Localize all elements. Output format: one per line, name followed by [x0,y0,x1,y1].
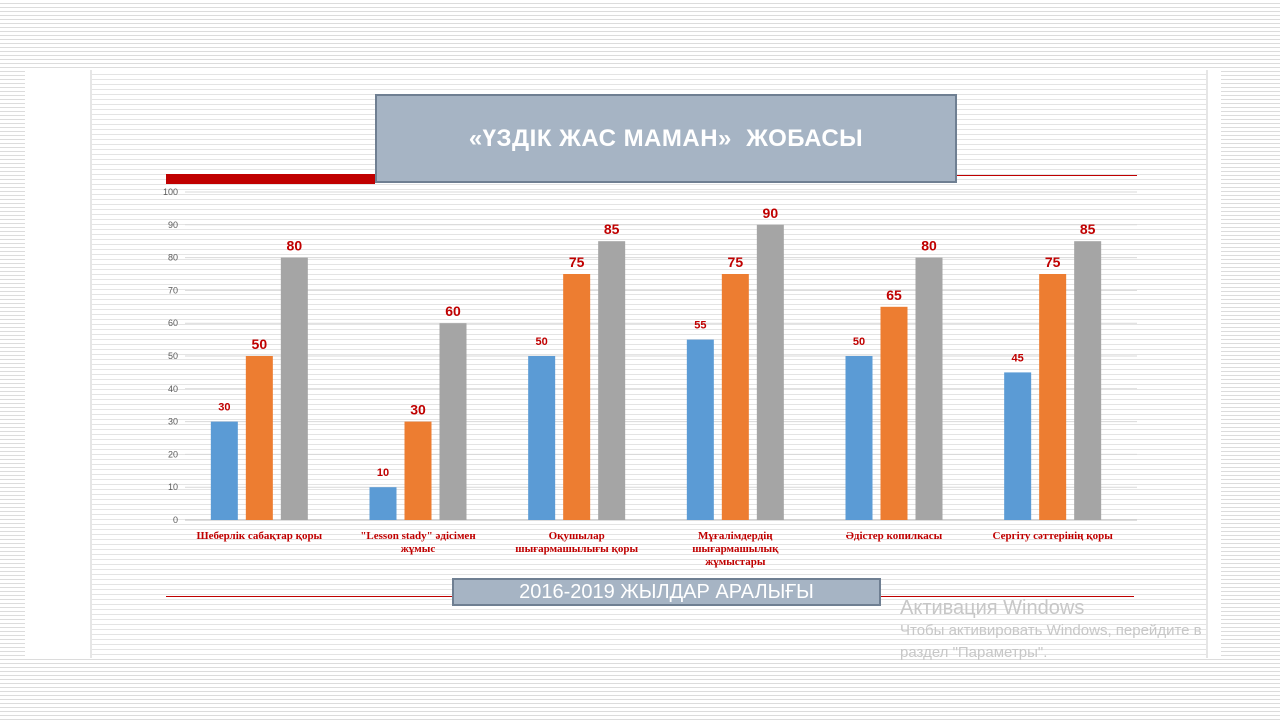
data-label: 50 [853,336,865,348]
bar [280,257,308,520]
category-label: "Lesson stady" әдісімен жұмыс [360,530,476,555]
y-tick-label: 50 [168,351,178,361]
windows-activation-watermark: Активация Windows Чтобы активировать Win… [900,596,1280,660]
category-label-line: жұмыс [401,543,436,555]
y-tick-label: 10 [168,482,178,492]
y-tick-label: 70 [168,285,178,295]
data-label: 80 [921,238,937,254]
data-label: 30 [218,402,230,414]
bar [845,356,873,520]
category-label: Оқушылар шығармашылығы қоры [515,530,638,555]
category-label: Мұғалімдердің шығармашылық жұмыстары [692,530,779,568]
bar [1074,241,1102,520]
chart-category-labels: Шеберлік сабақтар қоры "Lesson stady" әді… [196,530,1113,568]
data-label: 50 [252,336,268,352]
data-label: 45 [1012,352,1024,364]
bar [404,421,432,520]
data-label: 60 [445,303,461,319]
chart-data-labels: 30 50 80 10 30 60 50 75 85 55 75 90 50 65 80 45 75 85 [218,205,1095,479]
data-label: 90 [763,205,779,221]
data-label: 75 [1045,254,1061,270]
chart-gridlines [185,191,1137,521]
bar [756,224,784,521]
slide-title: «ҮЗДІК ЖАС МАМАН» ЖОБАСЫ [375,94,957,183]
category-label-line: Мұғалімдердің [698,530,773,542]
bar [369,487,397,520]
data-label: 85 [1080,221,1096,237]
bar [1039,274,1067,520]
title-accent-bar [166,174,375,184]
bar [721,274,749,520]
bar [528,356,556,520]
bar [439,323,467,520]
data-label: 75 [728,254,744,270]
bar [880,306,908,520]
category-label: Әдістер копилкасы [846,530,943,542]
y-tick-label: 90 [168,220,178,230]
category-label-line: Оқушылар [549,530,605,542]
bar [1004,372,1032,520]
bar [245,356,273,520]
category-label-line: "Lesson stady" әдісімен [360,530,476,542]
slide-border-right [1206,70,1208,658]
data-label: 10 [377,467,389,479]
watermark-line-2: раздел "Параметры". [900,644,1048,660]
category-label-line: шығармашылығы қоры [515,543,638,555]
y-tick-label: 80 [168,253,178,263]
data-label: 85 [604,221,620,237]
category-label-line: жұмыстары [705,556,766,568]
y-tick-label: 30 [168,417,178,427]
category-label-line: Шеберлік сабақтар қоры [196,530,322,542]
bar [563,274,591,520]
y-axis-ticks: 0 10 20 30 40 50 60 70 80 90 100 [163,187,178,525]
data-label: 55 [694,320,706,332]
category-label-line: шығармашылық [692,543,779,555]
chart-bars [210,224,1102,521]
category-label-line: Сергіту сәттерінің қоры [993,530,1114,542]
bar [915,257,943,520]
y-tick-label: 40 [168,384,178,394]
data-label: 50 [536,336,548,348]
y-tick-label: 0 [173,515,178,525]
y-tick-label: 100 [163,187,178,197]
y-tick-label: 60 [168,318,178,328]
category-label: Сергіту сәттерінің қоры [993,530,1114,542]
bar [686,339,714,520]
y-tick-label: 20 [168,449,178,459]
slide-border-left [90,70,92,658]
data-label: 65 [886,287,902,303]
data-label: 30 [410,402,426,418]
data-label: 75 [569,254,585,270]
watermark-title: Активация Windows [900,597,1085,619]
title-accent-line [957,175,1137,176]
period-label: 2016-2019 ЖЫЛДАР АРАЛЫҒЫ [452,578,881,606]
category-label: Шеберлік сабақтар қоры [196,530,322,542]
bar [598,241,626,520]
watermark-line-1: Чтобы активировать Windows, перейдите в [900,622,1202,639]
bar [210,421,238,520]
data-label: 80 [287,238,303,254]
category-label-line: Әдістер копилкасы [846,530,943,542]
